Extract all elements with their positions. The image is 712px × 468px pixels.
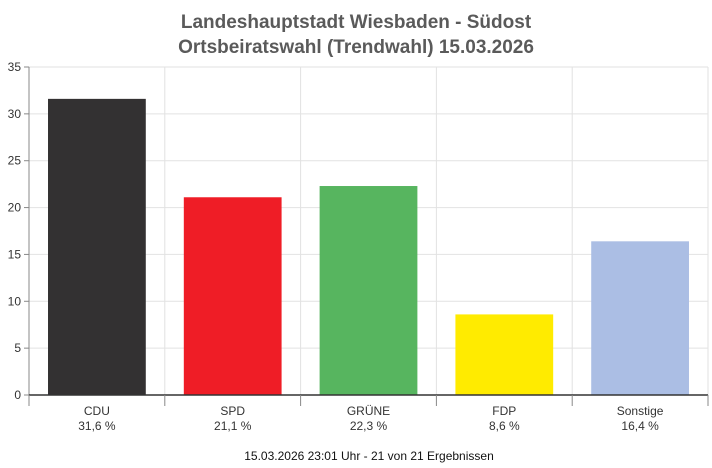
x-category-label: GRÜNE xyxy=(347,404,390,418)
chart-title-line2: Ortsbeiratswahl (Trendwahl) 15.03.2026 xyxy=(178,37,534,58)
y-tick-label: 10 xyxy=(8,294,22,308)
x-category-label: SPD xyxy=(220,404,245,418)
y-tick-label: 5 xyxy=(14,341,21,355)
y-tick-label: 35 xyxy=(8,60,22,74)
bar-fdp xyxy=(455,314,554,395)
y-tick-label: 15 xyxy=(8,247,22,261)
bar-grüne xyxy=(319,186,418,395)
chart-title-line1: Landeshauptstadt Wiesbaden - Südost xyxy=(181,12,532,33)
bar-spd xyxy=(183,197,282,395)
results-footer: 15.03.2026 23:01 Uhr - 21 von 21 Ergebni… xyxy=(244,449,494,463)
x-value-label: 8,6 % xyxy=(489,419,520,433)
x-category-label: Sonstige xyxy=(617,404,664,418)
x-category-label: FDP xyxy=(492,404,516,418)
x-value-label: 22,3 % xyxy=(350,419,388,433)
bars xyxy=(48,98,689,395)
y-tick-label: 25 xyxy=(8,154,22,168)
y-tick-label: 20 xyxy=(8,201,22,215)
axes: 0 5 10 15 20 25 30 35 xyxy=(8,60,709,406)
x-value-label: 16,4 % xyxy=(621,419,659,433)
x-value-label: 21,1 % xyxy=(214,419,252,433)
y-tick-label: 30 xyxy=(8,107,22,121)
bar-sonstige xyxy=(591,241,689,395)
y-tick-label: 0 xyxy=(14,388,21,402)
bar-cdu xyxy=(48,98,146,395)
x-category-label: CDU xyxy=(84,404,110,418)
x-value-label: 31,6 % xyxy=(78,419,116,433)
